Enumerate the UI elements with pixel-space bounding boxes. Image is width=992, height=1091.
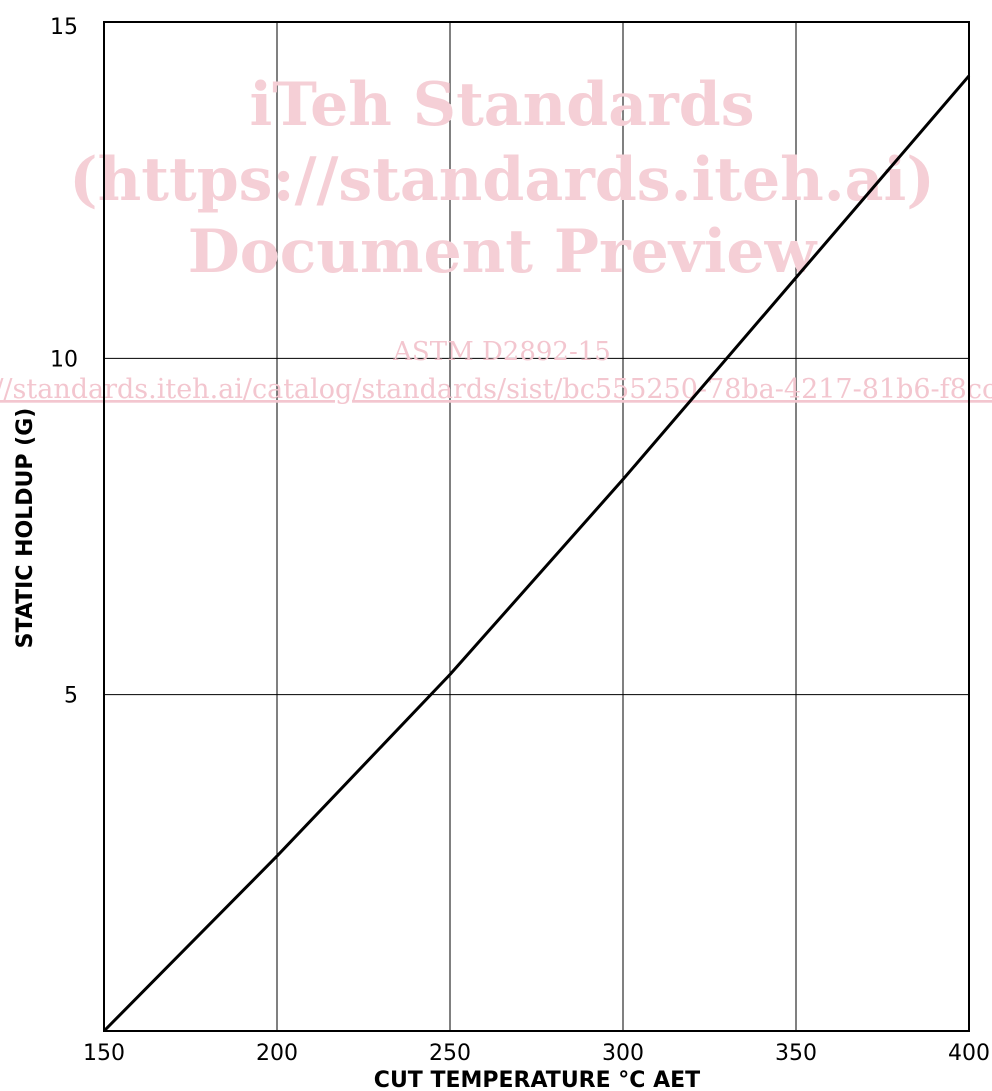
- x-tick-label-200: 200: [256, 1041, 298, 1066]
- watermark-line-3: Document Preview: [188, 217, 818, 287]
- x-tick-label-350: 350: [775, 1041, 817, 1066]
- x-tick-label-400: 400: [948, 1041, 990, 1066]
- x-tick-label-150: 150: [83, 1041, 125, 1066]
- watermark-line-1: iTeh Standards: [250, 70, 755, 140]
- watermark-url[interactable]: https://standards.iteh.ai/catalog/standa…: [0, 374, 992, 405]
- x-axis-title: CUT TEMPERATURE °C AET: [374, 1068, 700, 1091]
- y-tick-label-15: 15: [50, 15, 78, 40]
- y-axis-title: STATIC HOLDUP (G): [13, 408, 38, 649]
- series-layer: [102, 74, 971, 1033]
- tick-labels: 150 200 250 300 350 400 5 10 15: [50, 15, 990, 1066]
- grid: [104, 22, 969, 1031]
- watermark-code: ASTM D2892-15: [392, 337, 611, 367]
- watermark: iTeh Standards (https://standards.iteh.a…: [0, 70, 992, 405]
- x-tick-label-250: 250: [429, 1041, 471, 1066]
- series-line-0: [102, 74, 971, 1033]
- watermark-line-2: (https://standards.iteh.ai): [69, 145, 934, 215]
- y-tick-label-5: 5: [64, 684, 78, 709]
- x-tick-label-300: 300: [602, 1041, 644, 1066]
- y-tick-label-10: 10: [50, 347, 78, 372]
- plot-frame: [103, 21, 970, 1032]
